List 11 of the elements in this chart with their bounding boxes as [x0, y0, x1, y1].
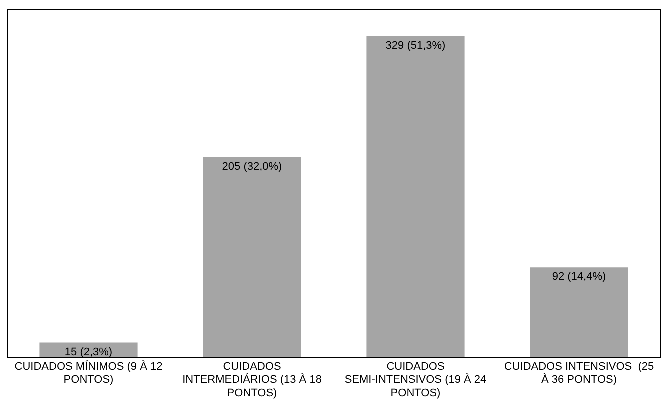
bar [366, 36, 465, 358]
x-tick-label: CUIDADOS INTERMEDIÁRIOS (13 À 18 PONTOS) [182, 361, 322, 400]
x-tick-label: CUIDADOS SEMI-INTENSIVOS (19 À 24 PONTOS) [344, 361, 487, 400]
data-label: 205 (32,0%) [222, 160, 282, 173]
data-label: 15 (2,3%) [64, 346, 113, 358]
x-tick-label: CUIDADOS MÍNIMOS (9 À 12 PONTOS) [14, 360, 163, 386]
bar [203, 157, 302, 358]
data-label: 92 (14,4%) [552, 271, 606, 284]
data-label: 329 (51,3%) [386, 40, 446, 52]
x-tick-label: CUIDADOS INTENSIVOS (25 À 36 PONTOS) [504, 361, 654, 386]
bar [530, 268, 628, 358]
